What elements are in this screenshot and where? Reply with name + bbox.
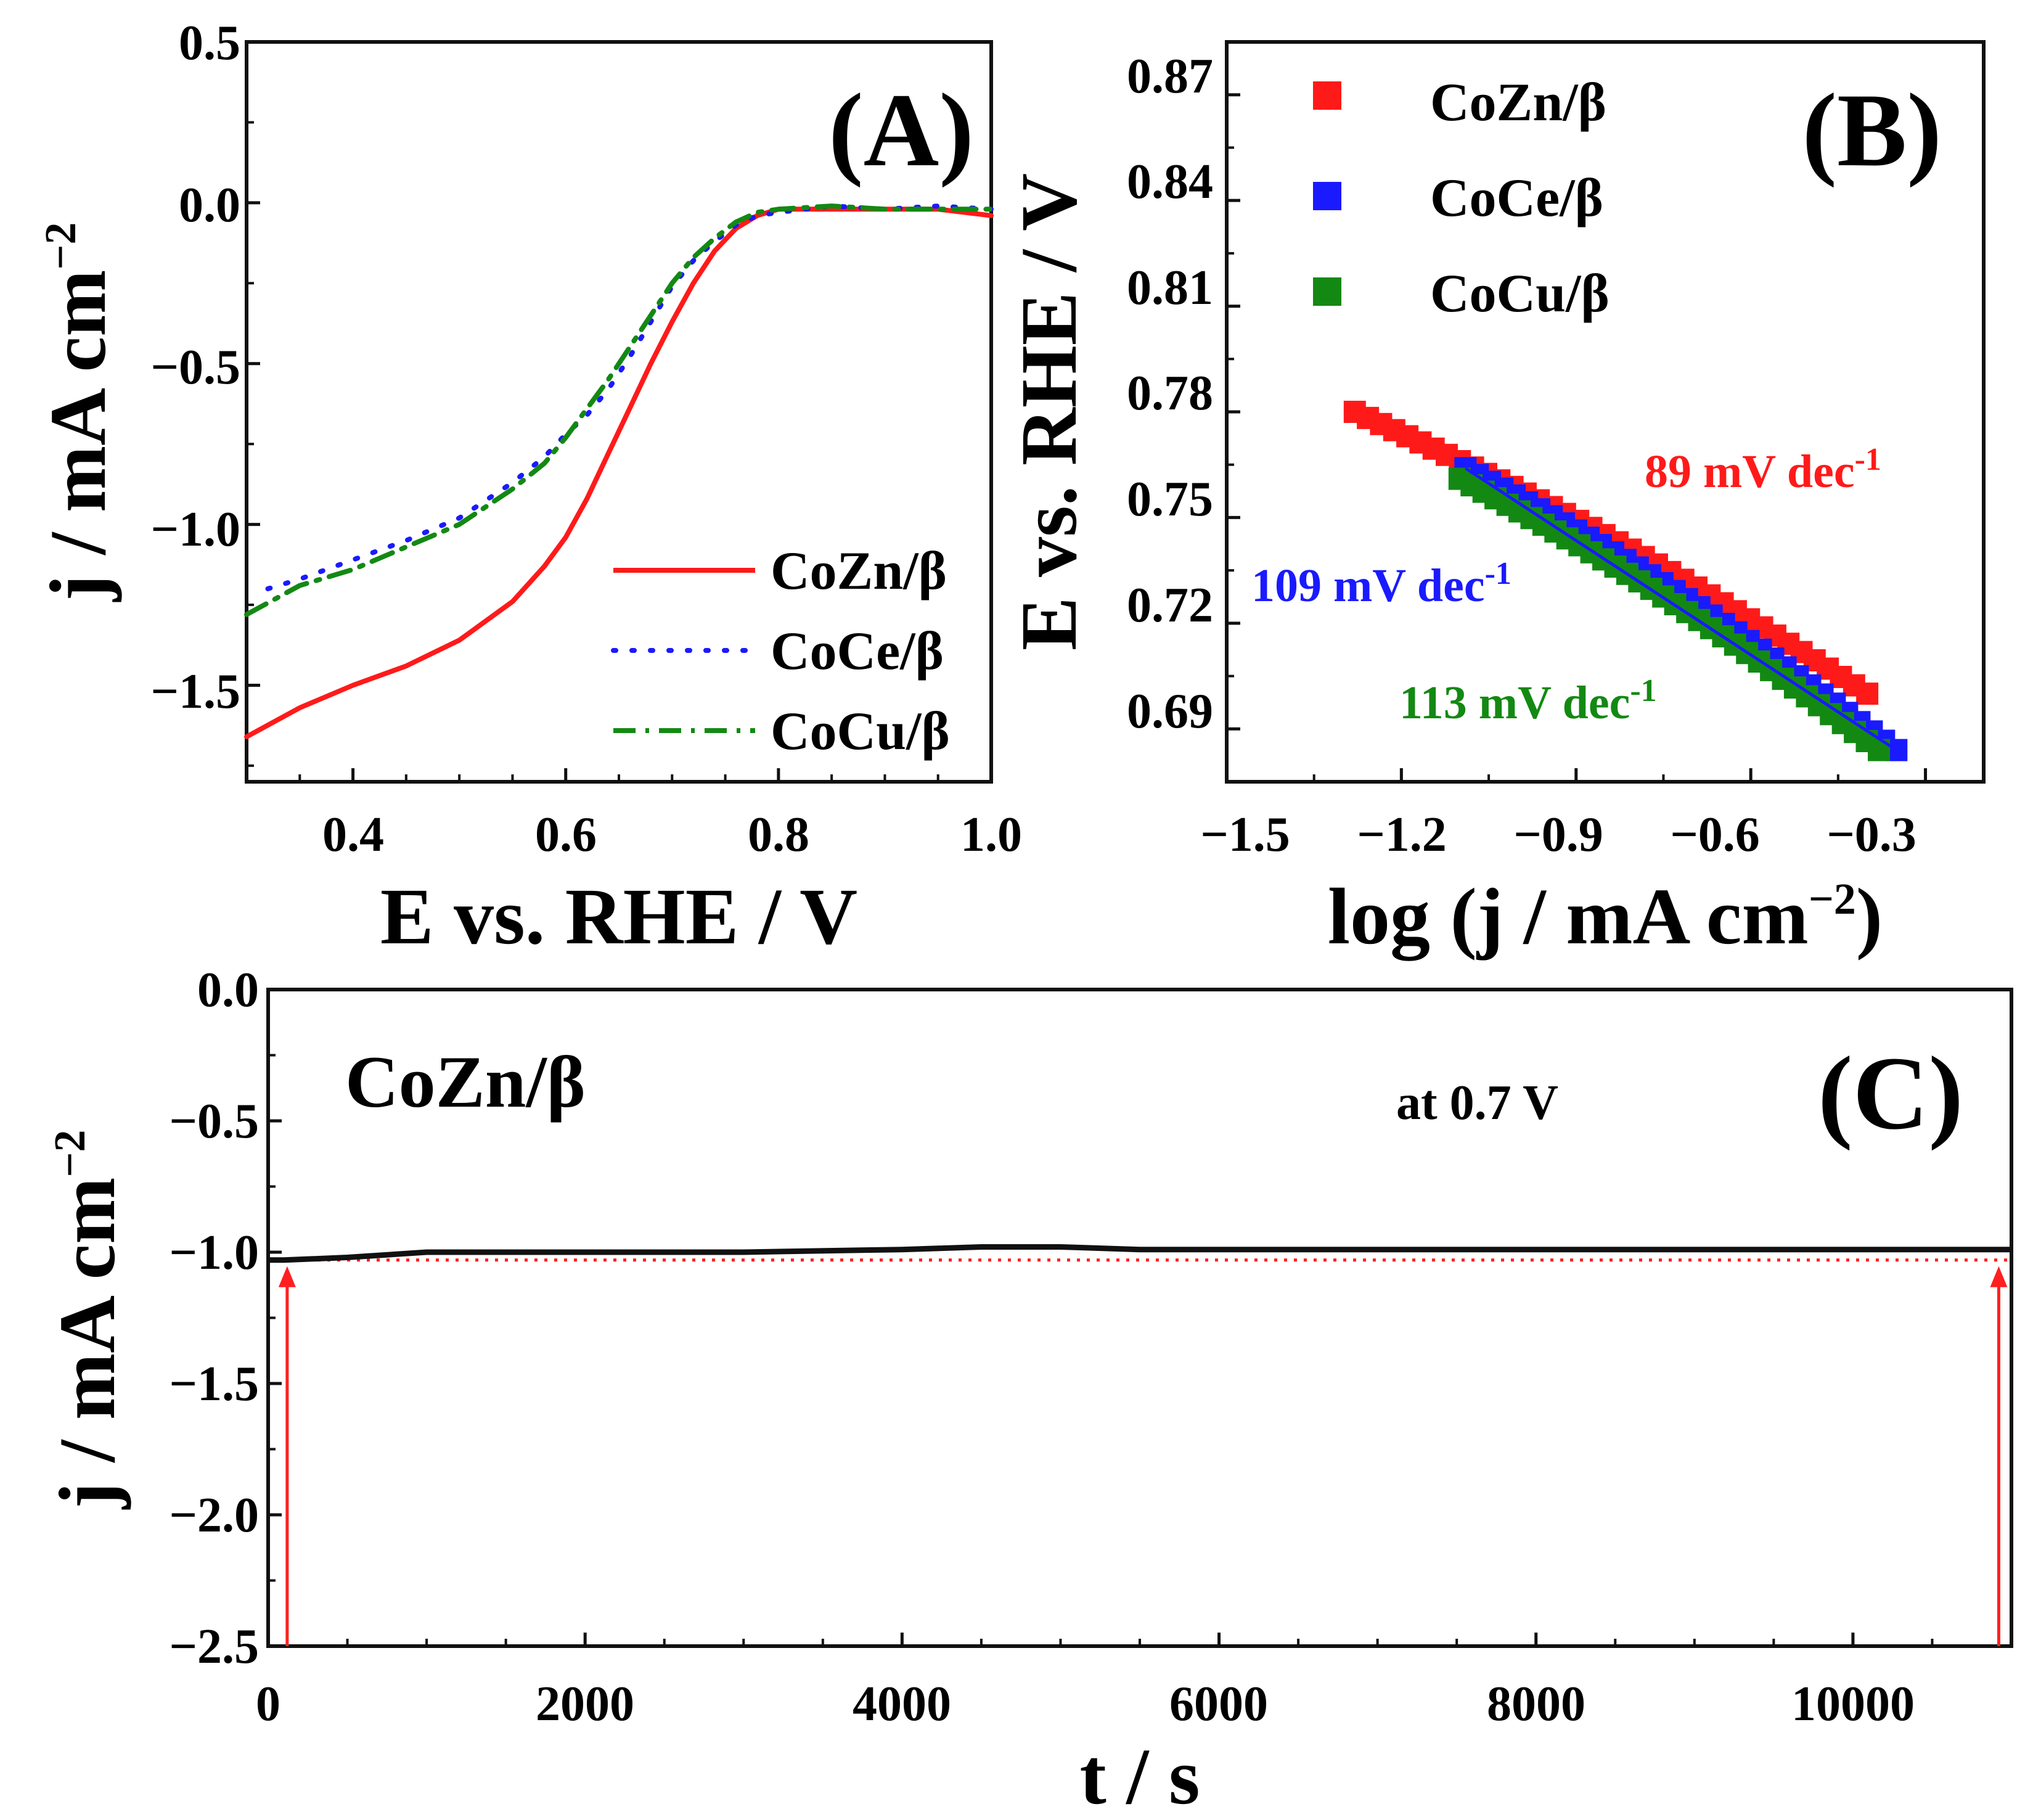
panel-a-ytick-label: −1.0 bbox=[150, 502, 240, 557]
panel-b-x-axis-title: log (j / mA cm−2) bbox=[1328, 872, 1883, 961]
panel-b-xtick-label: −0.3 bbox=[1826, 808, 1916, 862]
panel-a-ticks bbox=[245, 40, 993, 782]
panel-b-label: (B) bbox=[1802, 72, 1942, 188]
panel-a-ylabel-sup: −2 bbox=[36, 223, 85, 270]
panel-c-xtick-label: 2000 bbox=[536, 1677, 634, 1731]
legend-label-coce: CoCe/β bbox=[1430, 168, 1603, 228]
panel-c-xtick-label: 6000 bbox=[1169, 1677, 1268, 1731]
panel-c-ytick-label: −2.5 bbox=[169, 1620, 259, 1674]
panel-c-ylabel-main: j / mA cm bbox=[43, 1178, 132, 1511]
legend-marker-cocu bbox=[1313, 277, 1341, 306]
panel-c-xtick-label: 10000 bbox=[1791, 1677, 1915, 1731]
panel-b-xtick-label: −0.9 bbox=[1513, 808, 1603, 862]
panel-a-xtick-label: 1.0 bbox=[960, 808, 1022, 862]
tafel-slope-cozn: 89 mV dec-1 bbox=[1645, 442, 1881, 498]
panel-b-ytick-label: 0.72 bbox=[1127, 578, 1213, 633]
panel-b-legend: CoZn/β CoCe/β CoCu/β bbox=[1313, 73, 1610, 324]
panel-b-xlabel-end: ) bbox=[1856, 872, 1883, 961]
panel-b-point-cozn bbox=[1856, 682, 1879, 705]
panel-a-label: (A) bbox=[828, 72, 974, 188]
legend-marker-coce bbox=[1313, 182, 1341, 210]
panel-c-ylabel-sup: −2 bbox=[45, 1130, 94, 1178]
panel-b-ticks bbox=[1225, 93, 1928, 783]
panel-b-ytick-label: 0.69 bbox=[1127, 684, 1213, 739]
tafel-slope-coce-sup: -1 bbox=[1485, 556, 1511, 591]
panel-a-series-coce bbox=[265, 203, 994, 591]
legend-marker-cozn bbox=[1313, 81, 1341, 110]
panel-b: 0.69 0.72 0.75 0.78 0.81 0.84 0.87 −1.5 … bbox=[1005, 40, 1986, 961]
panel-c-xtick-label: 4000 bbox=[853, 1677, 951, 1731]
panel-c-ytick-label: −2.0 bbox=[169, 1488, 259, 1543]
tafel-slope-cozn-sup: -1 bbox=[1855, 442, 1881, 477]
tafel-slope-coce-main: 109 mV dec bbox=[1251, 560, 1485, 612]
tafel-slope-cozn-main: 89 mV dec bbox=[1645, 446, 1855, 498]
panel-b-ytick-label: 0.84 bbox=[1127, 155, 1213, 209]
panel-b-xlabel-main: log (j / mA cm bbox=[1328, 872, 1809, 961]
panel-c-ytick-label: −1.0 bbox=[169, 1226, 259, 1280]
panel-a-ytick-label: 0.0 bbox=[179, 178, 240, 232]
panel-b-ytick-label: 0.75 bbox=[1127, 472, 1213, 527]
panel-a-series bbox=[244, 203, 994, 739]
panel-b-xtick-label: −1.5 bbox=[1200, 808, 1290, 862]
panel-a: 0.5 0.0 −0.5 −1.0 −1.5 0.4 0.6 0.8 1.0 E… bbox=[34, 16, 1022, 961]
tafel-slope-cocu: 113 mV dec-1 bbox=[1399, 673, 1657, 729]
panel-b-fit-line bbox=[1464, 467, 1897, 752]
panel-a-series-cocu bbox=[244, 203, 994, 617]
panel-c-xtick-label: 0 bbox=[256, 1677, 280, 1731]
panel-c-ytick-label: −0.5 bbox=[169, 1094, 259, 1149]
panel-c-xtick-label: 8000 bbox=[1487, 1677, 1585, 1731]
panel-c-ticks bbox=[266, 988, 2013, 1648]
panel-b-y-axis-title: E vs. RHE / V bbox=[1005, 173, 1094, 650]
panel-a-xtick-label: 0.4 bbox=[322, 808, 384, 862]
panel-c-label: (C) bbox=[1818, 1035, 1963, 1151]
tafel-slope-cocu-sup: -1 bbox=[1630, 673, 1656, 708]
panel-b-ytick-label: 0.81 bbox=[1127, 261, 1213, 315]
panel-c-series-cozn bbox=[268, 1244, 2011, 1263]
panel-b-ytick-label: 0.87 bbox=[1127, 49, 1213, 104]
panel-a-legend: CoZn/β CoCe/β CoCu/β bbox=[611, 541, 950, 761]
panel-c-y-axis-title: j / mA cm−2 bbox=[43, 1130, 132, 1511]
panel-c-x-axis-title: t / s bbox=[1080, 1732, 1200, 1820]
panel-c-series bbox=[268, 1244, 2011, 1646]
panel-a-x-axis-title: E vs. RHE / V bbox=[380, 872, 857, 961]
panel-c-ytick-label: 0.0 bbox=[197, 963, 259, 1017]
panel-b-ytick-label: 0.78 bbox=[1127, 366, 1213, 420]
legend-label-cozn: CoZn/β bbox=[1430, 73, 1606, 133]
panel-c: 0.0 −0.5 −1.0 −1.5 −2.0 −2.5 0 2000 4000… bbox=[43, 963, 2013, 1820]
legend-label-cocu: CoCu/β bbox=[771, 702, 950, 761]
tafel-slope-coce: 109 mV dec-1 bbox=[1251, 556, 1511, 612]
legend-label-coce: CoCe/β bbox=[771, 621, 944, 681]
legend-label-cozn: CoZn/β bbox=[771, 541, 947, 601]
legend-label-cocu: CoCu/β bbox=[1430, 264, 1610, 324]
panel-a-xtick-label: 0.6 bbox=[535, 808, 597, 862]
panel-c-ytick-label: −1.5 bbox=[169, 1357, 259, 1411]
panel-c-arrow-head bbox=[278, 1266, 296, 1287]
panel-a-ytick-label: −0.5 bbox=[150, 340, 240, 395]
panel-a-ylabel-main: j / mA cm bbox=[34, 270, 123, 603]
panel-a-ytick-label: −1.5 bbox=[150, 665, 240, 719]
panel-a-ytick-label: 0.5 bbox=[179, 16, 240, 70]
panel-c-arrow-head bbox=[1990, 1266, 2008, 1287]
panel-c-sample-label: CoZn/β bbox=[345, 1041, 586, 1123]
panel-a-xtick-label: 0.8 bbox=[748, 808, 809, 862]
panel-b-xtick-label: −0.6 bbox=[1670, 808, 1760, 862]
panel-b-series bbox=[1343, 401, 1908, 761]
panel-b-xtick-label: −1.2 bbox=[1357, 808, 1447, 862]
panel-b-xlabel-sup: −2 bbox=[1809, 874, 1856, 924]
tafel-slope-cocu-main: 113 mV dec bbox=[1399, 677, 1630, 729]
panel-c-condition: at 0.7 V bbox=[1396, 1076, 1558, 1130]
panel-a-y-axis-title: j / mA cm−2 bbox=[34, 223, 123, 603]
